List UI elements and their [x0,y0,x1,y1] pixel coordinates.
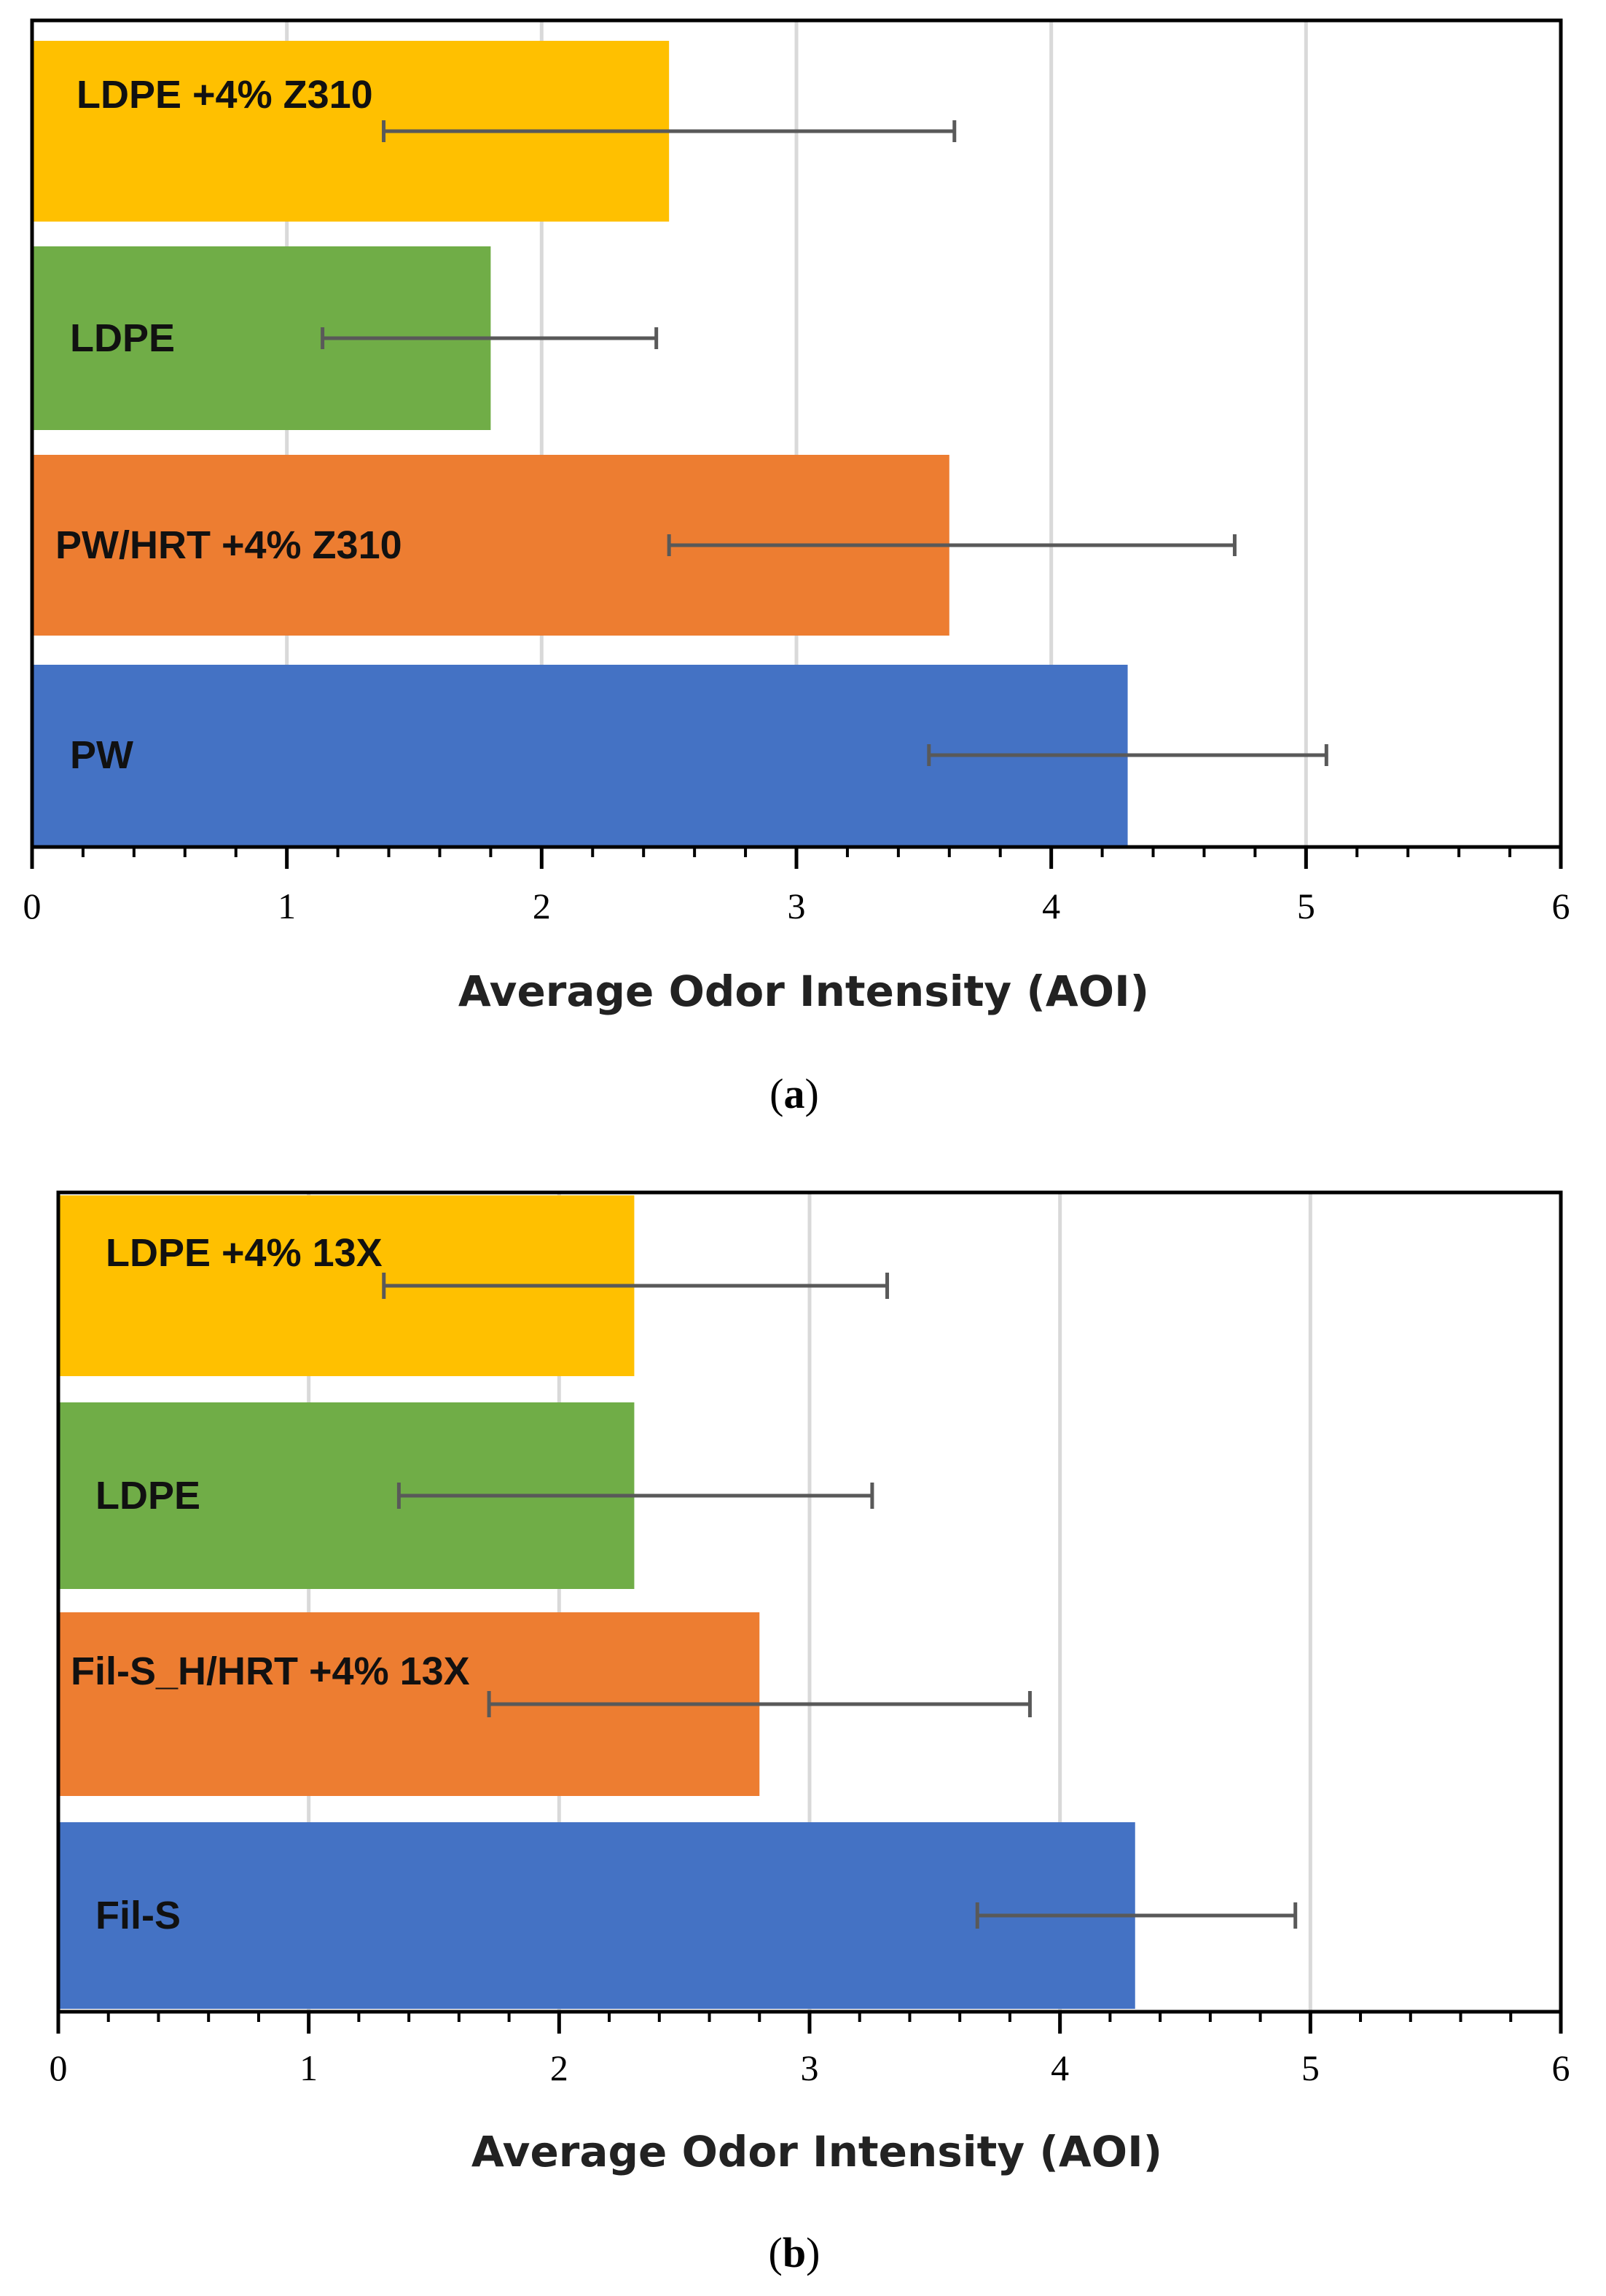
error-bar [927,744,1328,766]
x-tick-label: 2 [533,886,551,926]
x-tick-label: 3 [788,886,806,926]
x-tick-label: 3 [801,2047,819,2088]
bar-label: LDPE +4% 13X [106,1231,383,1275]
x-tick-label: 6 [1552,886,1570,926]
x-tick-label: 6 [1552,2047,1570,2088]
error-bar [396,1483,874,1509]
bar-label: Fil-S_H/HRT +4% 13X [71,1649,470,1693]
error-bar [321,327,659,349]
error-bar [382,120,957,142]
x-tick-label: 5 [1297,886,1315,926]
chart-panel-b: LDPE +4% 13X LDPE Fil-S_H/HRT +4% 13X Fil-S… [50,1190,1570,2276]
x-axis-title: Average Odor Intensity (AOI) [471,2127,1162,2176]
error-bar [382,1273,890,1299]
x-tick-label: 1 [278,886,296,926]
panel-label-open-paren: ( [769,2229,783,2276]
panel-label-letter: b [783,2229,806,2276]
bar-label: LDPE [95,1474,200,1518]
panel-label-close-paren: ) [806,2229,820,2276]
panel-label: (b) [769,2229,820,2276]
bar-label: LDPE +4% Z310 [77,73,373,117]
x-tick-label: 1 [299,2047,318,2088]
error-bar [487,1691,1032,1717]
bar-label: PW/HRT +4% Z310 [55,523,402,567]
bar-label: PW [70,733,133,777]
x-tick-label: 0 [50,2047,68,2088]
x-tick-label: 2 [550,2047,568,2088]
bar-label: Fil-S [95,1894,181,1937]
panel-label-open-paren: ( [769,1070,783,1117]
error-bar [975,1902,1298,1929]
x-tick-label: 0 [23,886,42,926]
chart-panel-a: LDPE +4% Z310 LDPE PW/HRT +4% Z310 PW 0 1 2 3 4 5… [23,18,1570,1117]
bar-label: LDPE [70,316,175,360]
x-axis-title: Average Odor Intensity (AOI) [458,967,1149,1016]
panel-label-letter: a [784,1070,805,1117]
panel-label-close-paren: ) [805,1070,819,1117]
error-bar [667,534,1237,556]
x-tick-label: 4 [1042,886,1060,926]
panel-label: (a) [769,1070,819,1117]
x-tick-label: 5 [1301,2047,1320,2088]
x-tick-label: 4 [1051,2047,1069,2088]
bar [58,1822,1135,2009]
